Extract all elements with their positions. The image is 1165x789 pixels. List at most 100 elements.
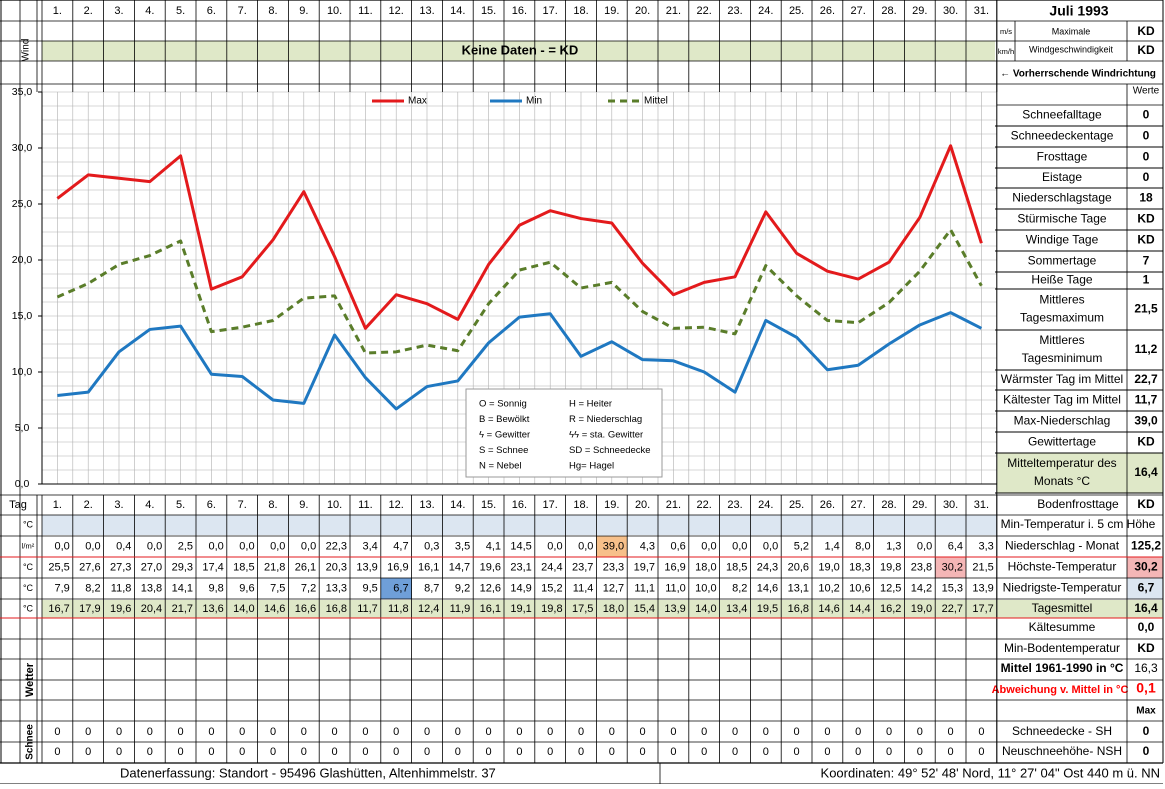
day-header: 25. xyxy=(789,5,804,17)
day-header: 13. xyxy=(419,499,434,511)
weather-key-box xyxy=(465,388,663,478)
day-header: 9. xyxy=(299,5,308,17)
table-cell-value: 12,7 xyxy=(603,582,624,594)
table-cell-value: 17,9 xyxy=(79,603,100,615)
table-cell-value: 9,6 xyxy=(239,582,254,594)
table-cell-value: 16,9 xyxy=(664,561,685,573)
neuschnee-cell: 0 xyxy=(486,746,492,758)
day-header: 14. xyxy=(450,5,465,17)
stat-label: Mittleres Tagesmaximum xyxy=(1020,293,1104,325)
day-header: 6. xyxy=(207,5,216,17)
table-cell-value: 27,0 xyxy=(141,561,162,573)
day-header: 12. xyxy=(389,499,404,511)
unit-ms: m/s xyxy=(1000,27,1012,36)
day-header: 29. xyxy=(912,499,927,511)
table-cell-value: 1,3 xyxy=(886,540,901,552)
table-cell-value: 8,2 xyxy=(732,582,747,594)
unit-label: l/m² xyxy=(22,541,35,550)
table-cell-value: 4,3 xyxy=(640,540,655,552)
neuschnee-cell: 0 xyxy=(301,746,307,758)
table-cell-value: 7,5 xyxy=(270,582,285,594)
table-cell-value: 17,4 xyxy=(202,561,223,573)
weather-key-item: Hg= Hagel xyxy=(569,461,614,472)
table-cell-value: 12,5 xyxy=(880,582,901,594)
tag-label: Tag xyxy=(9,499,27,511)
neuschnee-cell: 0 xyxy=(208,746,214,758)
stat-value: KD xyxy=(1137,233,1155,247)
stat-label: Eistage xyxy=(1042,170,1082,184)
schneedecke-cell: 0 xyxy=(609,726,615,738)
table-cell-value: 10,0 xyxy=(695,582,716,594)
table-cell-value: 18,3 xyxy=(849,561,870,573)
table-cell-value: 0,0 xyxy=(270,540,285,552)
stat-value: 18 xyxy=(1139,191,1153,205)
table-cell-value: 20,4 xyxy=(141,603,162,615)
neuschnee-cell: 0 xyxy=(547,746,553,758)
day-header: 3. xyxy=(114,5,123,17)
table-cell-value: 0,0 xyxy=(301,540,316,552)
day-header: 20. xyxy=(635,5,650,17)
mittel-value: 16,3 xyxy=(1134,661,1158,675)
schneedecke-value: 0 xyxy=(1143,724,1150,738)
day-header: 29. xyxy=(912,5,927,17)
table-cell-value: 13,6 xyxy=(202,603,223,615)
table-cell-value: 11,8 xyxy=(388,603,409,615)
schneedecke-cell: 0 xyxy=(147,726,153,738)
weather-key-item: N = Nebel xyxy=(479,461,522,472)
day-header: 23. xyxy=(727,499,742,511)
day-header: 27. xyxy=(851,5,866,17)
table-cell-value: 19,6 xyxy=(110,603,131,615)
table-cell-value: 16,8 xyxy=(788,603,809,615)
stat-label: Schneedeckentage xyxy=(1011,129,1114,143)
table-cell-value: 2,5 xyxy=(178,540,193,552)
day-header: 21. xyxy=(666,5,681,17)
highlight-max-temp xyxy=(935,557,966,578)
stat-value: 11,7 xyxy=(1135,393,1158,407)
day-header: 14. xyxy=(450,499,465,511)
neuschnee-cell: 0 xyxy=(362,746,368,758)
abweichung-label: Abweichung v. Mittel in °C xyxy=(992,684,1129,696)
weather-key-item: B = Bewölkt xyxy=(479,414,530,425)
min5-label: Min-Temperatur i. 5 cm Höhe xyxy=(1001,517,1156,531)
schneedecke-label: Schneedecke - SH xyxy=(1012,724,1112,738)
weather-key-item: S = Schnee xyxy=(479,445,528,456)
table-cell-value: 18,5 xyxy=(233,561,254,573)
day-header: 27. xyxy=(851,499,866,511)
table-cell-value: 13,3 xyxy=(326,582,347,594)
table-cell-value: 11,7 xyxy=(357,603,378,615)
stat-label: Wärmster Tag im Mittel xyxy=(1001,372,1123,386)
table-cell-value: 11,9 xyxy=(450,603,471,615)
table-cell-value: 4,1 xyxy=(486,540,501,552)
row-summary-total: 16,4 xyxy=(1134,601,1158,615)
weather-key-item: O = Sonnig xyxy=(479,399,527,410)
table-cell-value: 21,5 xyxy=(972,561,993,573)
y-tick-label: 25,0 xyxy=(12,198,33,210)
day-header: 19. xyxy=(604,5,619,17)
schneedecke-cell: 0 xyxy=(886,726,892,738)
day-header: 28. xyxy=(881,499,896,511)
day-header: 3. xyxy=(114,499,123,511)
schneedecke-cell: 0 xyxy=(85,726,91,738)
neuschnee-cell: 0 xyxy=(886,746,892,758)
y-tick-label: 0,0 xyxy=(15,478,30,490)
stat-label: Gewittertage xyxy=(1028,435,1096,449)
day-header: 9. xyxy=(299,499,308,511)
stat-value: 0 xyxy=(1143,170,1150,184)
series-line-mittel xyxy=(56,228,983,355)
day-header: 15. xyxy=(481,5,496,17)
stat-value: KD xyxy=(1137,212,1155,226)
stat-value: 16,4 xyxy=(1134,465,1158,479)
series-line-min xyxy=(57,311,983,411)
table-cell-value: 20,3 xyxy=(326,561,347,573)
day-header: 8. xyxy=(268,499,277,511)
table-cell-value: 0,6 xyxy=(671,540,686,552)
table-cell-value: 14,9 xyxy=(510,582,531,594)
highlight-min-temp-total xyxy=(1127,578,1163,599)
footer-location: Datenerfassung: Standort - 95496 Glashüt… xyxy=(120,765,496,780)
table-cell-value: 15,3 xyxy=(942,582,963,594)
minboden-value: KD xyxy=(1137,641,1155,655)
table-cell-value: 18,0 xyxy=(695,561,716,573)
day-header: 21. xyxy=(666,499,681,511)
table-cell-value: 6,4 xyxy=(948,540,963,552)
unit-kmh: km/h xyxy=(998,47,1014,56)
